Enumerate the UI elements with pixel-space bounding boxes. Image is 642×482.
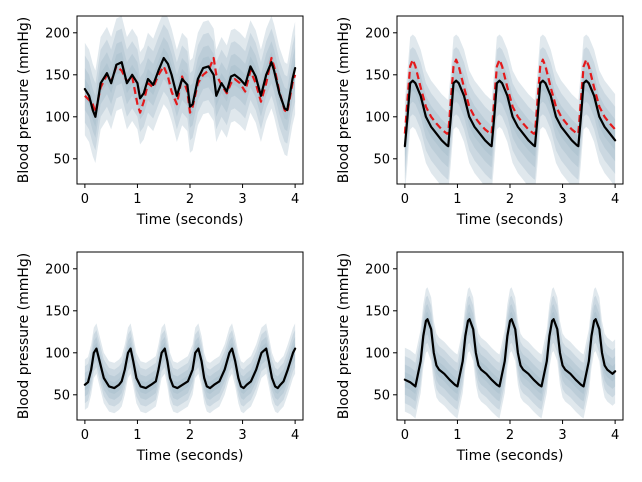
x-tick-label: 2 (506, 192, 514, 207)
x-tick-label: 0 (401, 192, 409, 207)
y-axis-label: Blood pressure (mmHg) (336, 253, 352, 420)
x-tick-label: 1 (133, 192, 141, 207)
x-tick-label: 1 (453, 428, 461, 443)
x-axis-label: Time (seconds) (136, 448, 244, 464)
series-line-solid (403, 79, 617, 148)
series-line-dashed (403, 58, 616, 135)
y-tick-label: 150 (45, 68, 70, 83)
x-tick-label: 3 (238, 428, 246, 443)
x-tick-label: 0 (401, 428, 409, 443)
y-tick-label: 200 (365, 26, 390, 41)
plot-area (83, 16, 297, 163)
y-tick-label: 100 (365, 110, 390, 125)
plot-area (83, 323, 297, 414)
x-tick-label: 1 (453, 192, 461, 207)
plot-area (403, 34, 617, 184)
y-axis-label: Blood pressure (mmHg) (16, 17, 32, 184)
x-tick-label: 4 (611, 192, 619, 207)
x-tick-label: 3 (558, 192, 566, 207)
uncertainty-band-2 (84, 24, 296, 151)
y-tick-label: 200 (45, 26, 70, 41)
x-tick-label: 4 (291, 192, 299, 207)
x-tick-label: 0 (81, 428, 89, 443)
y-axis-label: Blood pressure (mmHg) (336, 17, 352, 184)
uncertainty-band-1 (84, 16, 296, 163)
chart-panel-3: 0 1 2 3 4 50 100 150 200 Time (seconds) Blood pres… (16, 251, 304, 464)
x-tick-label: 4 (291, 428, 299, 443)
uncertainty-band-3 (84, 37, 296, 138)
x-axis-label: Time (seconds) (456, 448, 564, 464)
x-tick-label: 2 (186, 428, 194, 443)
y-tick-label: 100 (45, 110, 70, 125)
x-axis-label: Time (seconds) (136, 212, 244, 228)
series-line-dashed (84, 56, 297, 114)
x-tick-label: 1 (133, 428, 141, 443)
uncertainty-band-3 (84, 336, 296, 400)
y-tick-label: 50 (53, 388, 70, 403)
uncertainty-band-1 (84, 323, 296, 414)
x-tick-label: 3 (558, 428, 566, 443)
plot-area (403, 287, 617, 419)
uncertainty-band-2 (404, 47, 616, 180)
y-tick-label: 150 (45, 304, 70, 319)
y-tick-label: 50 (373, 388, 390, 403)
x-tick-label: 3 (238, 192, 246, 207)
series-line-solid (403, 318, 617, 388)
y-tick-label: 150 (365, 68, 390, 83)
uncertainty-band-4 (404, 70, 616, 157)
y-tick-label: 100 (365, 346, 390, 361)
chart-panel-4: 0 1 2 3 4 50 100 150 200 Time (seconds) Blood pres… (336, 251, 624, 464)
x-tick-label: 4 (611, 428, 619, 443)
y-tick-label: 200 (45, 262, 70, 277)
x-axis-label: Time (seconds) (456, 212, 564, 228)
chart-panel-2: 0 1 2 3 4 50 100 150 200 Time (seconds) Blood pres… (336, 15, 624, 228)
series-line-solid (83, 56, 297, 118)
y-tick-label: 50 (53, 152, 70, 167)
y-axis-label: Blood pressure (mmHg) (16, 253, 32, 420)
y-tick-label: 150 (365, 304, 390, 319)
y-tick-label: 200 (365, 262, 390, 277)
y-tick-label: 50 (373, 152, 390, 167)
x-tick-label: 2 (506, 428, 514, 443)
x-tick-label: 2 (186, 192, 194, 207)
y-tick-label: 100 (45, 346, 70, 361)
chart-panel-1: 0 1 2 3 4 50 100 150 200 Time (seconds) Blood pres… (16, 15, 304, 228)
series-line-solid (83, 347, 297, 390)
uncertainty-band-3 (404, 59, 616, 168)
x-tick-label: 0 (81, 192, 89, 207)
uncertainty-band-3 (404, 304, 616, 402)
